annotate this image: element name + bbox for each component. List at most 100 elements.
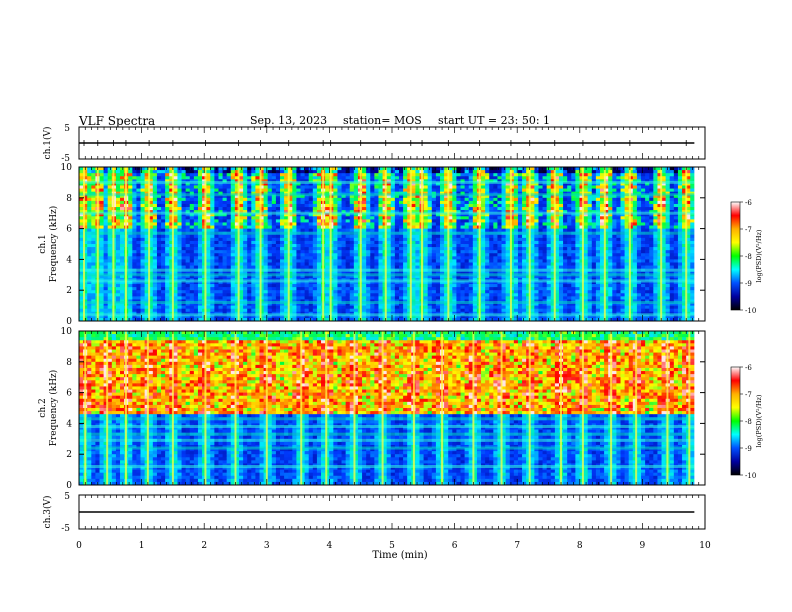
sferic-line — [528, 167, 531, 321]
sferic-line — [509, 167, 512, 321]
sferic-line — [553, 167, 556, 321]
sferic-line — [581, 331, 584, 485]
ch2-ylabel-top: ch.2 — [38, 398, 48, 417]
sferic-line — [259, 167, 262, 321]
ch2-spectrogram-panel: 10 8 6 4 2 0 ch.2 Frequency (kHz) — [38, 327, 706, 491]
sferic-line — [112, 167, 115, 321]
sferic-line — [603, 167, 606, 321]
colorbar-tick: -8 — [745, 418, 752, 426]
ytick-label: 4 — [66, 255, 72, 265]
sferic-line — [287, 167, 290, 321]
colorbar-tick: -6 — [745, 199, 752, 207]
ch3-ytick-bottom: -5 — [61, 524, 70, 534]
ytick-label: 6 — [66, 389, 72, 399]
sferic-line — [628, 167, 631, 321]
xtick-label: 7 — [514, 541, 520, 551]
colorbar-ch2: -6 -7 -8 -9 -10 log(PSD)(V²/Hz) — [730, 364, 763, 480]
emission-band — [79, 446, 695, 450]
sferic-line — [96, 167, 99, 321]
station-label: station= MOS — [343, 114, 422, 127]
xtick-label: 0 — [76, 541, 82, 551]
ytick-label: 10 — [61, 327, 73, 337]
sferic-line — [381, 331, 384, 485]
sferic-line — [234, 331, 237, 485]
colorbar-ch1: -6 -7 -8 -9 -10 log(PSD)(V²/Hz) — [730, 199, 763, 315]
date-label: Sep. 13, 2023 — [250, 114, 328, 127]
sferic-line — [688, 331, 691, 485]
sferic-line — [237, 167, 240, 321]
ytick-label: 0 — [66, 317, 72, 327]
xtick-label: 6 — [452, 541, 458, 551]
sferic-line — [441, 331, 444, 485]
x-axis-label: Time (min) — [372, 550, 427, 561]
sferic-line — [124, 331, 127, 485]
ch1-ylabel: Frequency (kHz) — [48, 206, 59, 283]
emission-band — [79, 424, 695, 428]
sferic-line — [478, 167, 481, 321]
ytick-label: 0 — [66, 481, 72, 491]
sferic-line — [325, 331, 328, 485]
sferic-line — [171, 331, 174, 485]
colorbar-tick: -6 — [745, 364, 752, 372]
sferic-line — [421, 167, 424, 321]
ch1-ylabel-top: ch.1 — [38, 234, 48, 253]
xtick-label: 2 — [201, 541, 207, 551]
sferic-line — [685, 167, 688, 321]
ytick-label: 8 — [66, 358, 72, 368]
start-time-label: start UT = 23: 50: 1 — [438, 114, 551, 127]
colorbar-label: log(PSD)(V²/Hz) — [755, 229, 763, 282]
sferic-line — [447, 167, 450, 321]
sferic-line — [106, 331, 109, 485]
sferic-line — [560, 331, 563, 485]
sferic-line — [83, 167, 86, 321]
xtick-label: 1 — [139, 541, 145, 551]
ch3-ylabel: ch.3(V) — [42, 496, 53, 529]
emission-band — [79, 465, 695, 469]
xtick-label: 5 — [389, 541, 395, 551]
xtick-label: 9 — [640, 541, 646, 551]
colorbar-tick: -7 — [745, 226, 752, 234]
sferic-line — [660, 167, 663, 321]
ch1-ytick-bottom: -5 — [61, 154, 70, 164]
sferic-line — [204, 167, 207, 321]
ytick-label: 2 — [66, 286, 72, 296]
ch1-ylabel: ch.1(V) — [42, 127, 53, 160]
ytick-label: 2 — [66, 450, 72, 460]
xtick-label: 4 — [327, 541, 333, 551]
sferic-line — [204, 331, 207, 485]
sferic-line — [412, 331, 415, 485]
colorbar-tick: -7 — [745, 391, 752, 399]
sferic-line — [353, 331, 356, 485]
sferic-line — [581, 167, 584, 321]
colorbar-gradient — [730, 366, 741, 476]
sferic-line — [610, 331, 613, 485]
sferic-line — [359, 167, 362, 321]
colorbar-tick: -9 — [745, 445, 752, 453]
sferic-line — [146, 331, 149, 485]
ch1-ytick-top: 5 — [64, 124, 70, 134]
sferic-line — [409, 167, 412, 321]
ch1-spectrogram-panel: 10 8 6 4 2 0 ch.1 Frequency (kHz) — [38, 163, 706, 327]
colorbar-label: log(PSD)(V²/Hz) — [755, 394, 763, 447]
colorbar-tick: -9 — [745, 280, 752, 288]
sferic-line — [84, 331, 87, 485]
sferic-line — [148, 167, 151, 321]
sferic-line — [265, 331, 268, 485]
ytick-label: 6 — [66, 225, 72, 235]
ytick-label: 4 — [66, 419, 72, 429]
ch3-ytick-top: 5 — [64, 492, 70, 502]
sferic-line — [635, 331, 638, 485]
sferic-line — [124, 167, 127, 321]
ch2-ylabel: Frequency (kHz) — [48, 370, 59, 447]
colorbar-tick: -8 — [745, 253, 752, 261]
colorbar-tick: -10 — [745, 472, 756, 480]
emission-band — [79, 438, 695, 442]
xtick-label: 8 — [577, 541, 583, 551]
emission-band — [79, 432, 695, 436]
sferic-line — [300, 331, 303, 485]
sferic-line — [528, 331, 531, 485]
emission-band — [79, 417, 695, 421]
xtick-label: 3 — [264, 541, 270, 551]
sferic-line — [500, 331, 503, 485]
